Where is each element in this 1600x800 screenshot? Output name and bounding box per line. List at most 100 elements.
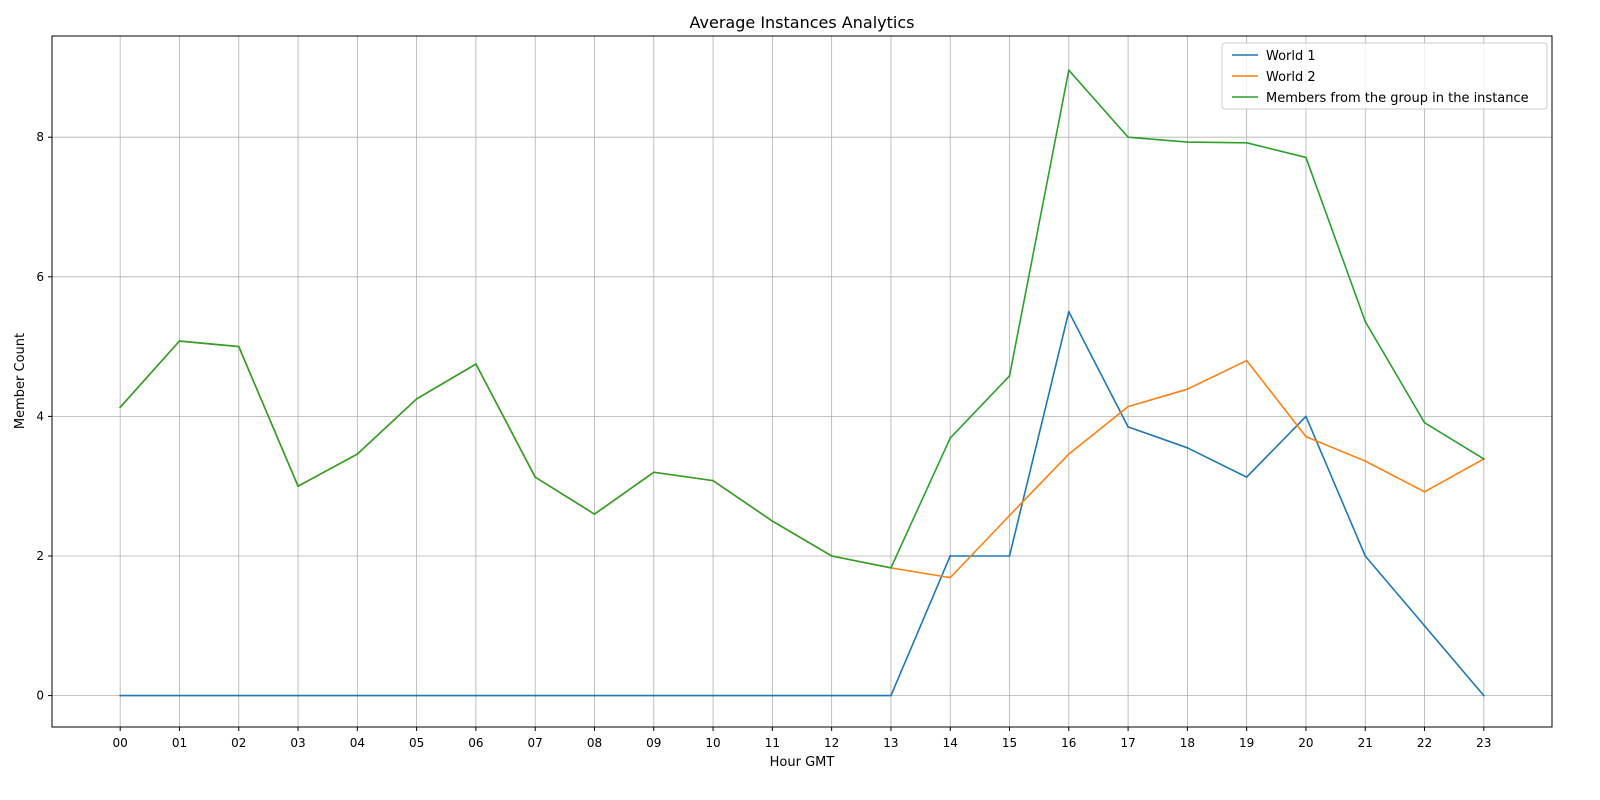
data-point <box>1305 415 1307 418</box>
data-point <box>178 340 181 342</box>
x-tick-label: 14 <box>943 736 958 750</box>
data-point <box>1186 388 1189 391</box>
series-line-3 <box>119 69 1485 569</box>
data-point <box>1008 555 1011 557</box>
data-point <box>771 520 774 522</box>
data-point <box>1067 310 1070 313</box>
data-point <box>949 576 952 579</box>
x-tick-label: 17 <box>1120 736 1135 750</box>
data-point <box>1008 514 1011 517</box>
plot-frame <box>51 35 1553 728</box>
data-point <box>1127 136 1129 139</box>
data-point <box>1186 446 1189 449</box>
legend-label: Members from the group in the instance <box>1266 91 1529 106</box>
data-point <box>1127 405 1129 408</box>
data-point <box>593 513 596 516</box>
x-tick-label: 11 <box>765 736 780 750</box>
data-point <box>119 406 122 409</box>
data-point <box>534 694 537 697</box>
data-point <box>1423 490 1426 493</box>
x-tick-label: 20 <box>1298 736 1313 750</box>
data-point <box>949 555 952 557</box>
data-point <box>771 694 774 697</box>
data-point <box>297 694 299 697</box>
data-point <box>949 437 952 439</box>
legend-label: World 2 <box>1266 70 1316 85</box>
data-point <box>593 694 596 697</box>
data-point <box>1364 320 1367 323</box>
data-point <box>1008 375 1011 377</box>
x-tick-label: 13 <box>883 736 898 750</box>
data-point <box>1482 458 1485 460</box>
data-point <box>712 694 714 697</box>
x-tick-label: 07 <box>528 736 543 750</box>
data-point <box>1067 69 1070 72</box>
series-line-1 <box>119 310 1485 697</box>
data-point <box>356 694 359 697</box>
data-point <box>652 694 655 697</box>
data-point <box>1482 694 1485 697</box>
data-point <box>356 453 359 455</box>
data-point <box>178 694 181 697</box>
data-point <box>1245 141 1248 144</box>
legend-box <box>1221 42 1548 110</box>
x-axis-label: Hour GMT <box>770 755 835 770</box>
x-tick-label: 06 <box>468 736 483 750</box>
x-tick-label: 19 <box>1239 736 1254 750</box>
x-tick-label: 18 <box>1180 736 1195 750</box>
data-point <box>1305 156 1307 159</box>
data-point <box>237 694 240 697</box>
x-tick-label: 21 <box>1358 736 1373 750</box>
data-point <box>415 398 418 400</box>
data-point <box>415 694 418 697</box>
data-point <box>1364 555 1367 557</box>
data-point <box>1305 435 1307 438</box>
data-point <box>475 694 477 697</box>
y-tick-label: 6 <box>36 270 44 284</box>
data-point <box>830 694 833 697</box>
data-point <box>1423 624 1426 627</box>
legend: World 1 World 2 Members from the group in … <box>1221 42 1548 110</box>
x-tick-label: 16 <box>1061 736 1076 750</box>
data-point <box>475 363 477 365</box>
axis-ticks: 00 01 02 03 04 05 06 07 08 09 10 11 12 13 14 15 16 17 18 19… <box>36 130 1491 750</box>
x-tick-label: 03 <box>290 736 305 750</box>
x-tick-label: 22 <box>1417 736 1432 750</box>
x-tick-label: 02 <box>231 736 246 750</box>
x-tick-label: 00 <box>113 736 128 750</box>
data-point <box>1127 425 1129 428</box>
data-point <box>534 476 537 479</box>
data-point <box>652 471 655 474</box>
data-point <box>830 555 833 557</box>
data-point <box>1245 476 1248 479</box>
data-point <box>297 485 299 488</box>
data-point <box>1186 141 1189 143</box>
data-point <box>1245 359 1248 362</box>
x-tick-label: 09 <box>646 736 661 750</box>
x-tick-label: 08 <box>587 736 602 750</box>
data-point <box>712 479 714 482</box>
data-point <box>1067 453 1070 455</box>
x-tick-label: 12 <box>824 736 839 750</box>
data-point <box>890 566 892 569</box>
x-tick-label: 23 <box>1476 736 1491 750</box>
x-tick-label: 01 <box>172 736 187 750</box>
y-axis-label: Member Count <box>13 333 28 429</box>
series-lines <box>119 69 1485 697</box>
data-point <box>1423 421 1426 424</box>
x-tick-label: 04 <box>350 736 365 750</box>
y-tick-label: 4 <box>36 409 44 423</box>
data-point <box>890 694 892 697</box>
legend-label: World 1 <box>1266 49 1316 64</box>
y-tick-label: 0 <box>36 689 44 703</box>
y-tick-label: 2 <box>36 549 44 563</box>
x-tick-label: 10 <box>705 736 720 750</box>
data-point <box>119 694 122 697</box>
data-point <box>1364 460 1367 462</box>
x-tick-label: 05 <box>409 736 424 750</box>
y-tick-label: 8 <box>36 130 44 144</box>
data-point <box>237 345 240 348</box>
chart-title: Average Instances Analytics <box>690 13 915 32</box>
